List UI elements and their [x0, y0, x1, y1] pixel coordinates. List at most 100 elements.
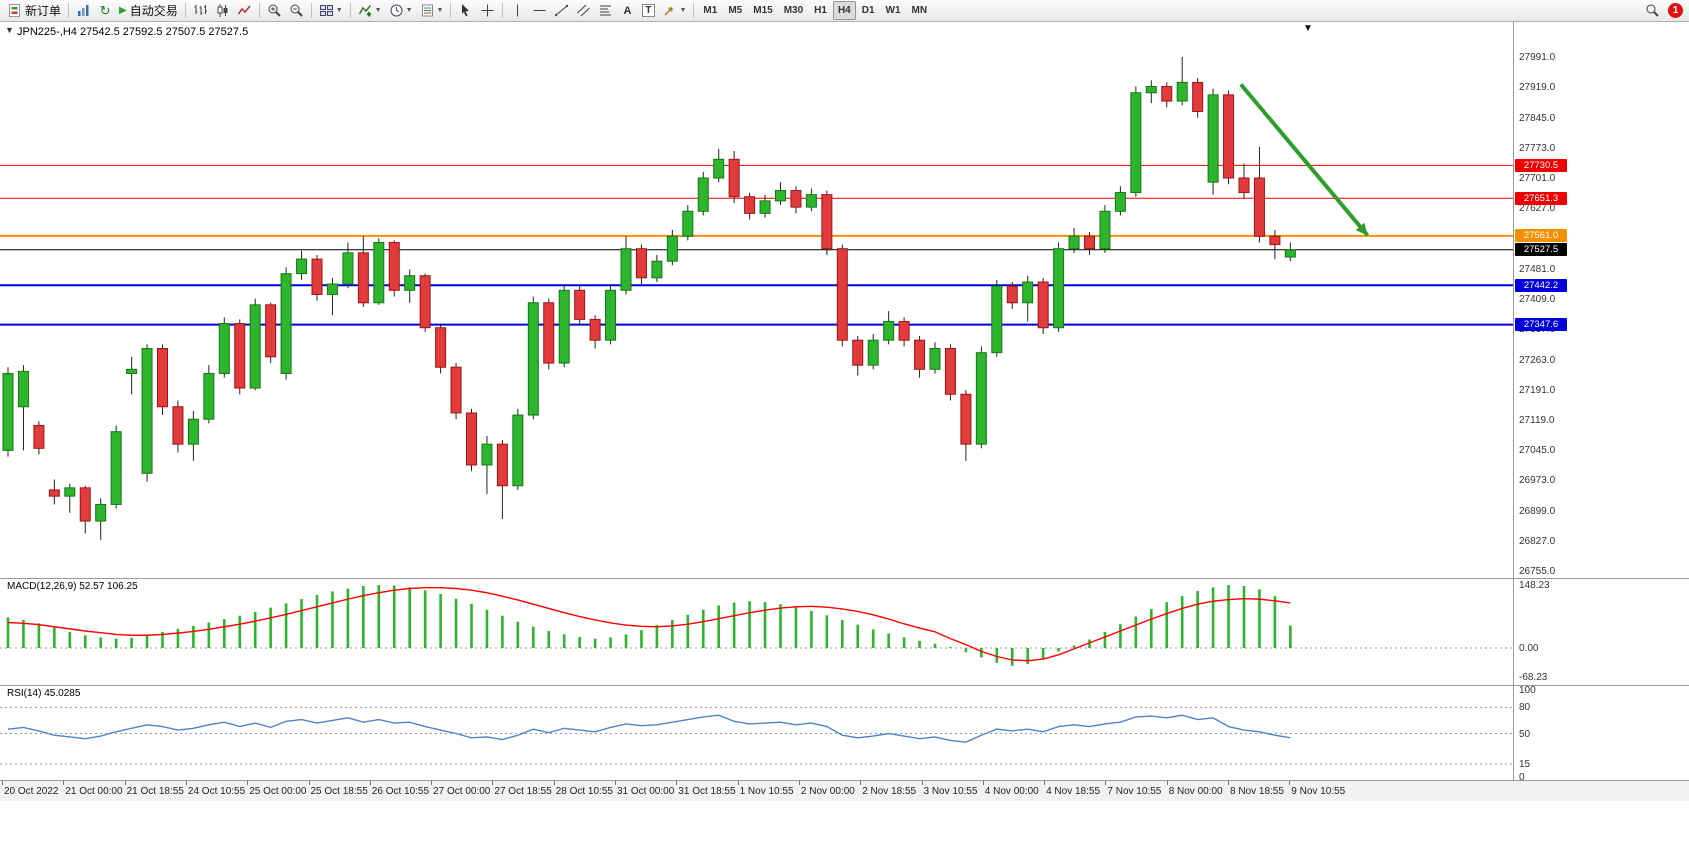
price-axis-label: 27481.0 [1519, 264, 1556, 276]
auto-trading-button[interactable]: ▶ 自动交易 [116, 1, 181, 20]
candle [1053, 242, 1065, 332]
trend-arrow-annotation[interactable] [1239, 83, 1370, 237]
candle [759, 194, 771, 218]
dropdown-caret-icon: ▼ [335, 7, 343, 14]
zoom-in-icon [268, 4, 281, 17]
candle [898, 317, 910, 347]
one-click-trading-arrow[interactable]: ▼ [5, 25, 14, 35]
tile-windows-button[interactable]: ▼ [316, 1, 346, 20]
candle [883, 311, 895, 345]
rsi-panel-canvas[interactable] [0, 685, 1513, 780]
candle [1223, 90, 1235, 185]
templates-icon [421, 4, 433, 17]
vertical-line-button[interactable] [507, 1, 528, 20]
cursor-button[interactable] [455, 1, 476, 20]
label-button[interactable]: T [638, 1, 658, 20]
toolbar: 新订单 ↻ ▶ 自动交易 ▼ [0, 0, 1689, 22]
ohlc-bars-icon [194, 5, 207, 15]
templates-button[interactable]: ▼ [417, 1, 447, 20]
price-axis-label: 27191.0 [1519, 384, 1556, 396]
dropdown-caret-icon: ▼ [374, 7, 382, 14]
candle [1068, 227, 1080, 253]
price-axis-label: 27409.0 [1519, 294, 1556, 306]
macd-signal-line [7, 586, 1291, 662]
horizontal-line-button[interactable] [529, 1, 550, 20]
timeframe-m5-button[interactable]: M5 [728, 5, 743, 16]
price-axis-label: 26827.0 [1519, 536, 1556, 548]
candle [975, 346, 987, 449]
candle [666, 229, 678, 266]
main-chart-canvas[interactable] [0, 22, 1513, 578]
panel-separator[interactable] [0, 578, 1689, 579]
new-order-icon [9, 4, 20, 17]
candle [435, 323, 447, 374]
time-axis[interactable]: 20 Oct 2022 21 Oct 00:00 21 Oct 18:55 24 Oc… [0, 780, 1689, 801]
vertical-line-icon [517, 4, 519, 17]
candle [728, 150, 740, 203]
candle [1022, 275, 1034, 322]
timeframe-h4-button[interactable]: H4 [832, 1, 856, 20]
time-axis-tick [124, 781, 126, 785]
time-axis-tick [553, 781, 555, 785]
chart-title: JPN225-,H4 27542.5 27592.5 27507.5 27527… [17, 26, 249, 38]
candle [79, 485, 91, 534]
candle [496, 440, 508, 520]
timeframe-m30-button[interactable]: M30 [783, 5, 804, 16]
charts-button[interactable] [73, 1, 94, 20]
text-button[interactable]: A [617, 1, 637, 20]
time-axis-tick [1289, 781, 1291, 785]
rsi-axis-label: 15 [1519, 758, 1531, 770]
candle [1238, 163, 1250, 199]
arrow-shapes-icon [664, 7, 674, 16]
time-axis-tick [1105, 781, 1107, 785]
panel-separator[interactable] [0, 685, 1689, 686]
time-axis-label: 8 Nov 18:55 [1230, 786, 1284, 797]
timeframe-m15-button[interactable]: M15 [753, 5, 773, 16]
macd-panel-canvas[interactable] [0, 578, 1513, 685]
time-axis-label: 27 Oct 00:00 [433, 786, 491, 797]
charts-icon [78, 5, 89, 16]
candle [1253, 146, 1265, 243]
arrows-button[interactable]: ▼ [659, 1, 689, 20]
toolbar-separator [68, 3, 70, 18]
candle [1006, 281, 1018, 310]
candle [620, 236, 632, 295]
line-mode-button[interactable] [234, 1, 255, 20]
candles-mode-button[interactable] [212, 1, 233, 20]
notification-badge[interactable]: 1 [1668, 3, 1683, 18]
chart-shift-marker[interactable]: ▼ [1303, 23, 1313, 34]
time-axis-tick [63, 781, 65, 785]
timeframe-w1-button[interactable]: W1 [885, 5, 901, 16]
new-order-button[interactable]: 新订单 [4, 1, 64, 20]
crosshair-button[interactable] [477, 1, 498, 20]
time-axis-label: 4 Nov 00:00 [984, 786, 1039, 797]
trendline-button[interactable] [551, 1, 572, 20]
fibonacci-button[interactable] [595, 1, 616, 20]
price-axis[interactable]: 27991.0 27919.0 27845.0 27773.0 27701.0 27627… [1514, 22, 1604, 783]
candle [249, 298, 261, 391]
timeframe-m1-button[interactable]: M1 [703, 5, 718, 16]
candle [682, 205, 694, 241]
time-axis-tick [1044, 781, 1046, 785]
price-axis-label: 27919.0 [1519, 81, 1556, 93]
periods-button[interactable]: ▼ [386, 1, 416, 20]
zoom-in-button[interactable] [264, 1, 285, 20]
candle [929, 342, 941, 374]
bars-mode-button[interactable] [190, 1, 211, 20]
time-axis-tick [982, 781, 984, 785]
rsi-indicator-label: RSI(14) 45.0285 [7, 688, 81, 699]
price-level-badge: 27561.0 [1515, 229, 1567, 243]
candle [404, 269, 416, 303]
candle [527, 296, 539, 420]
candle [651, 254, 663, 282]
indicators-button[interactable]: ▼ [355, 1, 385, 20]
clock-icon [390, 4, 403, 17]
timeframe-mn-button[interactable]: MN [911, 5, 928, 16]
timeframe-d1-button[interactable]: D1 [861, 5, 875, 16]
zoom-out-button[interactable] [286, 1, 307, 20]
price-axis-label: 27627.0 [1519, 203, 1556, 215]
channel-button[interactable] [573, 1, 594, 20]
timeframe-h1-button[interactable]: H1 [814, 5, 827, 16]
search-button[interactable] [1642, 1, 1663, 20]
profiles-button[interactable]: ↻ [95, 1, 115, 20]
